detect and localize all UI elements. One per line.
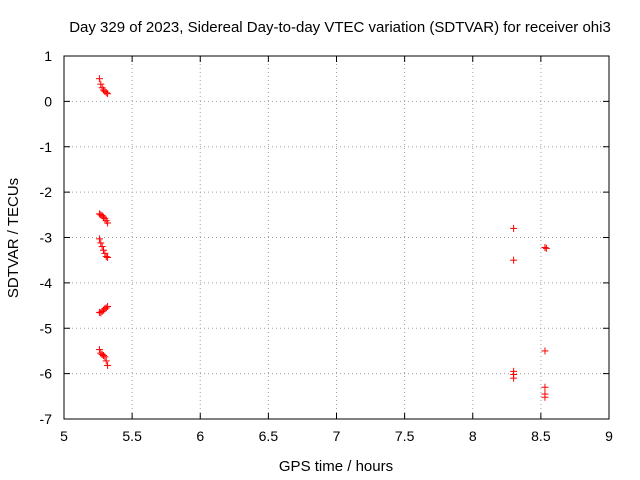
y-tick-label: 0 — [44, 93, 52, 109]
x-tick-label: 7.5 — [395, 428, 415, 444]
x-tick-label: 6 — [196, 428, 204, 444]
data-point — [95, 346, 103, 354]
y-tick-label: -7 — [40, 411, 53, 427]
y-tick-labels: -7 -6 -5 -4 -3 -2 -1 0 1 — [40, 48, 53, 427]
x-tick-label: 7 — [333, 428, 341, 444]
data-point — [510, 374, 518, 382]
data-point — [104, 90, 112, 98]
x-tick-label: 9 — [605, 428, 613, 444]
data-point — [102, 89, 110, 97]
x-tick-label: 8 — [469, 428, 477, 444]
data-point — [100, 213, 108, 221]
data-point — [101, 249, 109, 257]
data-point — [97, 80, 105, 88]
data-point — [100, 351, 108, 359]
y-tick-label: -3 — [40, 230, 53, 246]
data-point — [104, 253, 112, 261]
data-point — [102, 253, 110, 261]
data-point — [541, 393, 549, 401]
y-tick-label: -4 — [40, 275, 53, 291]
chart-title: Day 329 of 2023, Sidereal Day-to-day VTE… — [69, 19, 611, 36]
data-points — [95, 75, 550, 401]
data-point — [97, 239, 105, 247]
data-point — [102, 304, 110, 312]
data-point — [100, 246, 108, 254]
data-point — [104, 219, 112, 227]
data-point — [101, 353, 109, 361]
x-axis-label: GPS time / hours — [279, 458, 393, 475]
data-point — [95, 75, 103, 83]
y-axis-label: SDTVAR / TECUs — [5, 178, 22, 298]
y-tick-label: -1 — [40, 139, 53, 155]
data-point — [542, 244, 550, 252]
data-point — [541, 243, 549, 251]
x-tick-labels: 5 5.5 6 6.5 7 7.5 8 8.5 9 — [60, 428, 613, 444]
axis-ticks — [63, 55, 610, 420]
data-point — [541, 383, 549, 391]
y-tick-label: 1 — [44, 48, 52, 64]
grid-lines — [64, 56, 609, 419]
x-tick-label: 5 — [60, 428, 68, 444]
data-point — [98, 243, 106, 251]
x-tick-label: 8.5 — [531, 428, 551, 444]
x-tick-label: 5.5 — [122, 428, 142, 444]
data-point — [541, 347, 549, 355]
data-point — [510, 256, 518, 264]
data-point — [510, 224, 518, 232]
y-tick-label: -5 — [40, 320, 53, 336]
y-tick-label: -6 — [40, 366, 53, 382]
y-tick-label: -2 — [40, 184, 53, 200]
x-tick-label: 6.5 — [259, 428, 279, 444]
data-point — [95, 235, 103, 243]
data-point — [104, 361, 112, 369]
data-point — [104, 302, 112, 310]
data-point — [102, 357, 110, 365]
